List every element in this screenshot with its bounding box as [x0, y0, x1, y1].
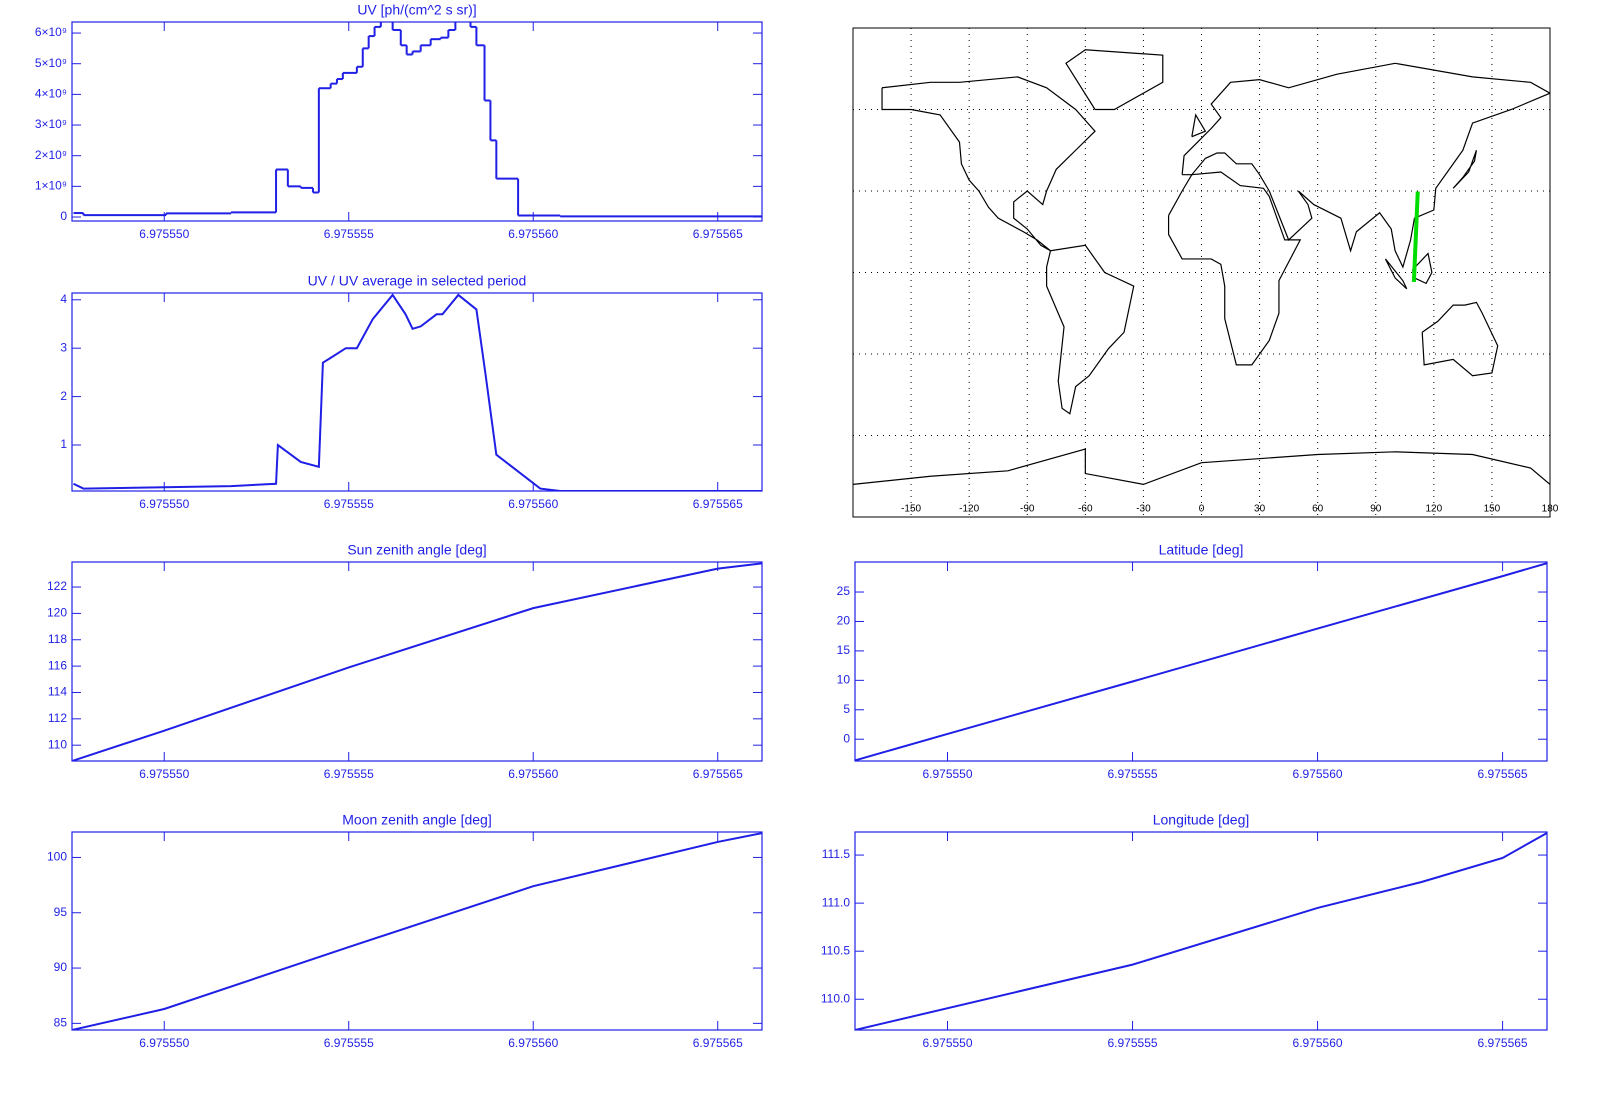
y-tick-label: 2 — [60, 389, 67, 403]
y-tick-label: 10 — [837, 673, 851, 687]
x-tick-label: 6.975555 — [324, 1036, 374, 1050]
y-tick-label: 122 — [47, 579, 67, 593]
y-tick-label: 111.0 — [822, 895, 851, 909]
chart-title: Moon zenith angle [deg] — [342, 812, 491, 828]
x-tick-label: 6.975565 — [693, 767, 743, 781]
x-tick-label: -120 — [959, 504, 979, 515]
chart-title: Latitude [deg] — [1159, 542, 1244, 558]
x-tick-label: 6.975550 — [139, 497, 189, 511]
y-tick-label: 3×10⁹ — [35, 117, 67, 131]
chart-title: Longitude [deg] — [1153, 812, 1250, 828]
chart-title: UV / UV average in selected period — [308, 273, 527, 289]
x-tick-label: 6.975560 — [1293, 767, 1343, 781]
data-line — [72, 832, 762, 1030]
x-tick-label: 6.975555 — [1108, 1036, 1158, 1050]
y-tick-label: 4 — [60, 292, 67, 306]
coastlines — [853, 50, 1550, 485]
x-tick-label: -60 — [1078, 504, 1093, 515]
x-tick-label: 6.975550 — [922, 1036, 972, 1050]
x-tick-label: 6.975565 — [693, 497, 743, 511]
y-tick-label: 114 — [48, 685, 67, 699]
y-tick-label: 5×10⁹ — [35, 56, 67, 70]
x-tick-label: 0 — [1199, 504, 1205, 515]
plot-frame — [71, 292, 763, 492]
plot-frame — [71, 21, 763, 222]
y-tick-label: 4×10⁹ — [35, 87, 67, 101]
x-tick-label: 6.975560 — [508, 767, 558, 781]
x-tick-label: 6.975555 — [324, 497, 374, 511]
x-tick-label: 6.975565 — [1478, 1036, 1528, 1050]
y-tick-label: 100 — [47, 850, 67, 864]
x-tick-label: 6.975550 — [139, 1036, 189, 1050]
y-tick-label: 111.5 — [822, 847, 851, 861]
chart-title: Sun zenith angle [deg] — [347, 542, 486, 558]
y-tick-label: 110.5 — [821, 943, 850, 957]
plot-frame — [71, 831, 763, 1031]
data-line — [73, 293, 762, 491]
y-tick-label: 116 — [48, 658, 67, 672]
plot-frame — [854, 831, 1548, 1031]
x-tick-label: 6.975560 — [1293, 1036, 1343, 1050]
x-tick-label: 180 — [1542, 504, 1559, 515]
y-tick-label: 0 — [60, 209, 67, 223]
y-tick-label: 120 — [47, 606, 67, 620]
y-tick-label: 1 — [60, 437, 67, 451]
y-tick-label: 95 — [54, 905, 68, 919]
x-tick-label: 6.975550 — [922, 767, 972, 781]
chart-title: UV [ph/(cm^2 s sr)] — [357, 2, 476, 18]
y-tick-label: 110 — [48, 737, 67, 751]
x-tick-label: 6.975555 — [1108, 767, 1158, 781]
x-tick-label: 6.975560 — [508, 227, 558, 241]
x-tick-label: 6.975560 — [508, 497, 558, 511]
satellite-track — [1411, 191, 1420, 283]
y-tick-label: 20 — [837, 614, 851, 628]
data-line — [855, 832, 1547, 1030]
x-tick-label: 30 — [1254, 504, 1266, 515]
x-tick-label: 120 — [1425, 504, 1442, 515]
x-tick-label: 60 — [1312, 504, 1324, 515]
data-line — [72, 562, 762, 761]
x-tick-label: 6.975555 — [324, 767, 374, 781]
x-tick-label: 6.975565 — [693, 1036, 743, 1050]
x-tick-label: 6.975565 — [1478, 767, 1528, 781]
y-tick-label: 118 — [48, 632, 67, 646]
plot-frame — [854, 561, 1548, 762]
data-line — [855, 562, 1547, 761]
y-tick-label: 25 — [837, 584, 851, 598]
x-tick-label: 6.975555 — [324, 227, 374, 241]
x-tick-label: 6.975550 — [139, 227, 189, 241]
plot-frame — [71, 561, 763, 762]
x-tick-label: 6.975560 — [508, 1036, 558, 1050]
y-tick-label: 90 — [54, 960, 68, 974]
x-tick-label: -150 — [901, 504, 921, 515]
y-tick-label: 1×10⁹ — [35, 179, 67, 193]
y-tick-label: 15 — [837, 643, 851, 657]
x-tick-label: -30 — [1136, 504, 1151, 515]
x-tick-label: 6.975565 — [693, 227, 743, 241]
y-tick-label: 6×10⁹ — [35, 25, 67, 39]
x-tick-label: -90 — [1020, 504, 1035, 515]
y-tick-label: 0 — [843, 731, 850, 745]
y-tick-label: 85 — [54, 1016, 68, 1030]
x-tick-label: 6.975550 — [139, 767, 189, 781]
y-tick-label: 2×10⁹ — [35, 148, 67, 162]
y-tick-label: 112 — [48, 711, 67, 725]
y-tick-label: 3 — [60, 340, 67, 354]
y-tick-label: 5 — [843, 702, 850, 716]
y-tick-label: 110.0 — [821, 991, 850, 1005]
x-tick-label: 90 — [1370, 504, 1382, 515]
x-tick-label: 150 — [1484, 504, 1501, 515]
